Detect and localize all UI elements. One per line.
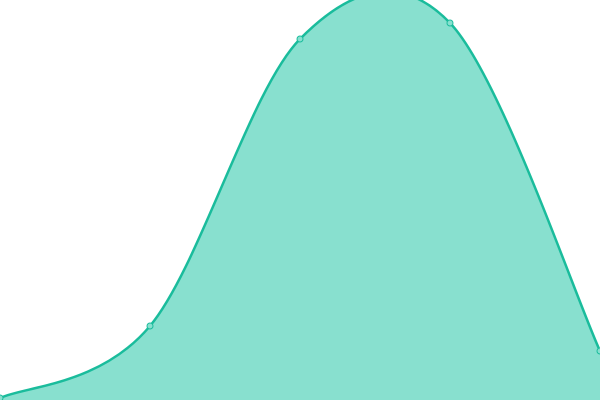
point: [596, 347, 600, 355]
point: [296, 35, 304, 43]
point: [446, 19, 454, 27]
point: [146, 322, 154, 330]
point: [0, 394, 4, 400]
